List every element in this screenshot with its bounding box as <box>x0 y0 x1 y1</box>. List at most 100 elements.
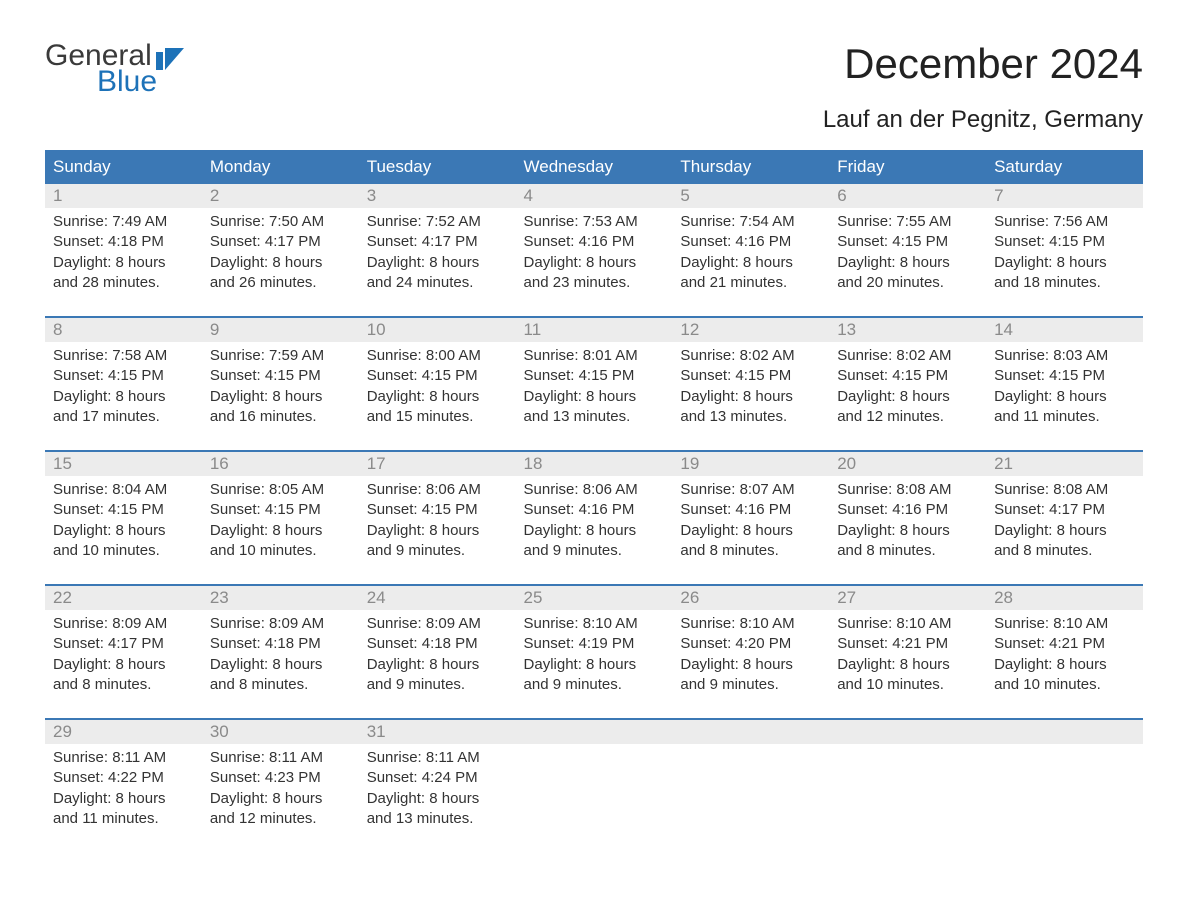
sunrise-text: Sunrise: 8:02 AM <box>680 346 821 366</box>
day-cell: Sunrise: 8:02 AMSunset: 4:15 PMDaylight:… <box>672 342 829 433</box>
day-cell: Sunrise: 8:00 AMSunset: 4:15 PMDaylight:… <box>359 342 516 433</box>
day-cell: Sunrise: 8:01 AMSunset: 4:15 PMDaylight:… <box>516 342 673 433</box>
sunset-text: Sunset: 4:15 PM <box>53 500 194 520</box>
sunset-text: Sunset: 4:24 PM <box>367 768 508 788</box>
daylight-text-1: Daylight: 8 hours <box>210 253 351 273</box>
day-cell: Sunrise: 8:09 AMSunset: 4:18 PMDaylight:… <box>202 610 359 701</box>
day-number: 2 <box>202 184 359 208</box>
daylight-text-1: Daylight: 8 hours <box>53 387 194 407</box>
day-cell: Sunrise: 8:11 AMSunset: 4:23 PMDaylight:… <box>202 744 359 835</box>
day-cell: Sunrise: 8:08 AMSunset: 4:16 PMDaylight:… <box>829 476 986 567</box>
day-cell: Sunrise: 8:11 AMSunset: 4:24 PMDaylight:… <box>359 744 516 835</box>
day-number-row: 891011121314 <box>45 318 1143 342</box>
weekday-header: Wednesday <box>516 150 673 184</box>
day-number: 17 <box>359 452 516 476</box>
daylight-text-2: and 17 minutes. <box>53 407 194 427</box>
day-number: 28 <box>986 586 1143 610</box>
sunrise-text: Sunrise: 7:58 AM <box>53 346 194 366</box>
daylight-text-2: and 8 minutes. <box>210 675 351 695</box>
day-number: 16 <box>202 452 359 476</box>
day-number: 29 <box>45 720 202 744</box>
week-spacer <box>45 433 1143 451</box>
sunrise-text: Sunrise: 7:52 AM <box>367 212 508 232</box>
day-cell <box>516 744 673 835</box>
daylight-text-2: and 8 minutes. <box>53 675 194 695</box>
daylight-text-2: and 16 minutes. <box>210 407 351 427</box>
sunset-text: Sunset: 4:17 PM <box>367 232 508 252</box>
daylight-text-1: Daylight: 8 hours <box>210 655 351 675</box>
day-number: 1 <box>45 184 202 208</box>
sunrise-text: Sunrise: 8:03 AM <box>994 346 1135 366</box>
day-cell: Sunrise: 7:55 AMSunset: 4:15 PMDaylight:… <box>829 208 986 299</box>
sunset-text: Sunset: 4:15 PM <box>53 366 194 386</box>
daylight-text-1: Daylight: 8 hours <box>837 253 978 273</box>
page-title: December 2024 <box>823 40 1143 88</box>
brand-word-2: Blue <box>45 66 184 98</box>
daylight-text-2: and 13 minutes. <box>680 407 821 427</box>
daylight-text-1: Daylight: 8 hours <box>53 789 194 809</box>
header-area: General Blue December 2024 Lauf an der P… <box>45 40 1143 144</box>
sunset-text: Sunset: 4:16 PM <box>837 500 978 520</box>
daylight-text-2: and 20 minutes. <box>837 273 978 293</box>
day-number: 26 <box>672 586 829 610</box>
sunrise-text: Sunrise: 8:05 AM <box>210 480 351 500</box>
sunrise-text: Sunrise: 8:09 AM <box>53 614 194 634</box>
day-cell: Sunrise: 7:49 AMSunset: 4:18 PMDaylight:… <box>45 208 202 299</box>
day-number: 12 <box>672 318 829 342</box>
day-number: 13 <box>829 318 986 342</box>
sunset-text: Sunset: 4:16 PM <box>680 232 821 252</box>
day-cell: Sunrise: 7:52 AMSunset: 4:17 PMDaylight:… <box>359 208 516 299</box>
weekday-header: Sunday <box>45 150 202 184</box>
day-cell: Sunrise: 8:05 AMSunset: 4:15 PMDaylight:… <box>202 476 359 567</box>
day-number: 31 <box>359 720 516 744</box>
daylight-text-2: and 28 minutes. <box>53 273 194 293</box>
daylight-text-2: and 21 minutes. <box>680 273 821 293</box>
daylight-text-2: and 10 minutes. <box>53 541 194 561</box>
daylight-text-1: Daylight: 8 hours <box>210 789 351 809</box>
sunset-text: Sunset: 4:15 PM <box>367 366 508 386</box>
day-cell: Sunrise: 8:10 AMSunset: 4:20 PMDaylight:… <box>672 610 829 701</box>
daylight-text-1: Daylight: 8 hours <box>680 521 821 541</box>
day-number: 23 <box>202 586 359 610</box>
sunset-text: Sunset: 4:16 PM <box>524 500 665 520</box>
brand-flag-icon <box>156 45 184 67</box>
daylight-text-1: Daylight: 8 hours <box>524 253 665 273</box>
sunset-text: Sunset: 4:15 PM <box>837 232 978 252</box>
daylight-text-1: Daylight: 8 hours <box>210 521 351 541</box>
day-data-row: Sunrise: 8:11 AMSunset: 4:22 PMDaylight:… <box>45 744 1143 835</box>
sunrise-text: Sunrise: 8:08 AM <box>994 480 1135 500</box>
day-number-row: 22232425262728 <box>45 586 1143 610</box>
daylight-text-2: and 9 minutes. <box>367 675 508 695</box>
sunset-text: Sunset: 4:15 PM <box>210 366 351 386</box>
day-cell: Sunrise: 7:53 AMSunset: 4:16 PMDaylight:… <box>516 208 673 299</box>
sunrise-text: Sunrise: 8:09 AM <box>367 614 508 634</box>
day-number: 19 <box>672 452 829 476</box>
daylight-text-2: and 13 minutes. <box>524 407 665 427</box>
day-cell: Sunrise: 8:08 AMSunset: 4:17 PMDaylight:… <box>986 476 1143 567</box>
sunset-text: Sunset: 4:23 PM <box>210 768 351 788</box>
day-cell: Sunrise: 8:06 AMSunset: 4:16 PMDaylight:… <box>516 476 673 567</box>
sunrise-text: Sunrise: 7:49 AM <box>53 212 194 232</box>
day-number: 20 <box>829 452 986 476</box>
daylight-text-2: and 15 minutes. <box>367 407 508 427</box>
daylight-text-2: and 12 minutes. <box>837 407 978 427</box>
daylight-text-2: and 8 minutes. <box>837 541 978 561</box>
day-cell: Sunrise: 7:58 AMSunset: 4:15 PMDaylight:… <box>45 342 202 433</box>
daylight-text-2: and 9 minutes. <box>524 541 665 561</box>
daylight-text-1: Daylight: 8 hours <box>994 655 1135 675</box>
day-cell: Sunrise: 7:50 AMSunset: 4:17 PMDaylight:… <box>202 208 359 299</box>
day-number: 22 <box>45 586 202 610</box>
brand-logo: General Blue <box>45 40 184 97</box>
sunset-text: Sunset: 4:17 PM <box>210 232 351 252</box>
day-cell <box>672 744 829 835</box>
daylight-text-1: Daylight: 8 hours <box>367 655 508 675</box>
day-cell: Sunrise: 7:54 AMSunset: 4:16 PMDaylight:… <box>672 208 829 299</box>
sunrise-text: Sunrise: 7:55 AM <box>837 212 978 232</box>
weekday-header: Saturday <box>986 150 1143 184</box>
day-number: 4 <box>516 184 673 208</box>
sunset-text: Sunset: 4:19 PM <box>524 634 665 654</box>
sunrise-text: Sunrise: 8:04 AM <box>53 480 194 500</box>
sunset-text: Sunset: 4:15 PM <box>994 232 1135 252</box>
sunset-text: Sunset: 4:22 PM <box>53 768 194 788</box>
day-number-row: 1234567 <box>45 184 1143 208</box>
